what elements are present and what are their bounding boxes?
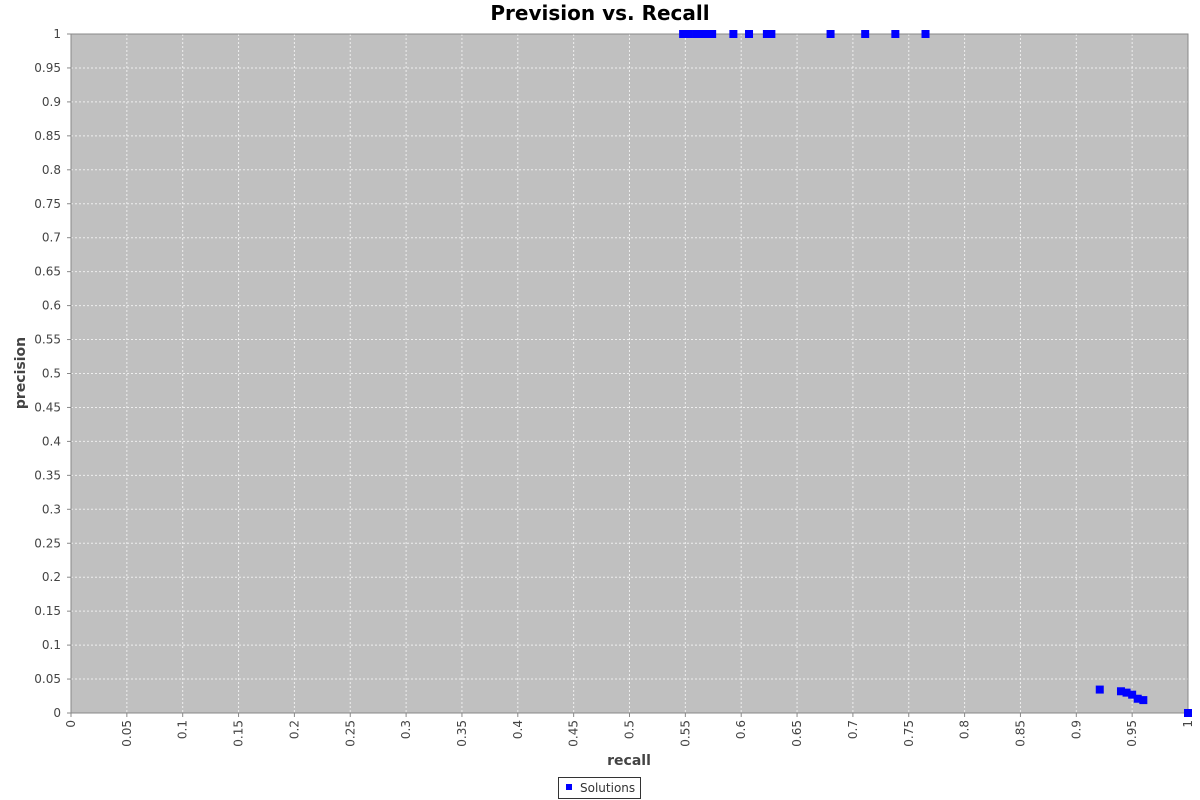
x-tick-label: 0.45 bbox=[567, 720, 581, 747]
y-tick-label: 0.05 bbox=[34, 672, 61, 686]
y-tick-label: 0.7 bbox=[42, 231, 61, 245]
data-point bbox=[1128, 690, 1137, 699]
x-tick-label: 0.05 bbox=[120, 720, 134, 747]
data-point bbox=[826, 30, 835, 38]
x-tick-label: 0 bbox=[64, 720, 78, 728]
data-point bbox=[1095, 685, 1104, 694]
data-point bbox=[1122, 688, 1131, 697]
data-point bbox=[861, 30, 870, 38]
x-tick-label: 0.2 bbox=[287, 720, 301, 739]
data-point bbox=[891, 30, 900, 38]
data-point bbox=[702, 30, 711, 38]
data-point bbox=[729, 30, 738, 38]
y-tick-label: 0.75 bbox=[34, 197, 61, 211]
x-tick-label: 0.35 bbox=[455, 720, 469, 747]
data-point bbox=[921, 30, 930, 38]
legend: Solutions bbox=[558, 777, 641, 799]
data-point bbox=[1184, 709, 1192, 717]
data-point bbox=[1139, 696, 1148, 705]
legend-label: Solutions bbox=[580, 781, 635, 795]
x-tick-label: 0.4 bbox=[511, 720, 525, 739]
y-tick-label: 0.45 bbox=[34, 400, 61, 414]
y-tick-label: 0 bbox=[53, 706, 61, 720]
x-tick-label: 0.55 bbox=[678, 720, 692, 747]
y-tick-label: 0.6 bbox=[42, 299, 61, 313]
y-tick-label: 0.15 bbox=[34, 604, 61, 618]
x-tick-label: 0.6 bbox=[734, 720, 748, 739]
data-point bbox=[684, 30, 693, 38]
legend-box bbox=[558, 777, 641, 799]
y-tick-label: 0.9 bbox=[42, 95, 61, 109]
y-tick-label: 0.4 bbox=[42, 434, 61, 448]
data-point bbox=[692, 30, 701, 38]
x-tick-label: 0.3 bbox=[399, 720, 413, 739]
data-point bbox=[679, 30, 688, 38]
x-tick-label: 1 bbox=[1181, 720, 1195, 728]
x-axis-label: recall bbox=[607, 753, 651, 769]
data-point bbox=[767, 30, 776, 38]
y-axis-label: precision bbox=[13, 337, 29, 409]
y-tick-label: 0.2 bbox=[42, 570, 61, 584]
y-tick-label: 0.8 bbox=[42, 163, 61, 177]
y-tick-label: 0.1 bbox=[42, 638, 61, 652]
x-tick-label: 0.75 bbox=[902, 720, 916, 747]
data-point bbox=[1116, 687, 1125, 696]
tick-layer: 0 0.05 0.1 0.15 0.2 0.25 0.3 0.35 0.4 0.45 0.5 0.55… bbox=[34, 27, 1195, 747]
data-point bbox=[698, 30, 707, 38]
x-tick-label: 0.85 bbox=[1013, 720, 1027, 747]
x-tick-label: 0.8 bbox=[958, 720, 972, 739]
y-tick-label: 1 bbox=[53, 27, 61, 41]
y-tick-label: 0.5 bbox=[42, 367, 61, 381]
x-tick-label: 0.9 bbox=[1069, 720, 1083, 739]
y-tick-label: 0.65 bbox=[34, 265, 61, 279]
y-tick-label: 0.25 bbox=[34, 536, 61, 550]
y-tick-label: 0.3 bbox=[42, 502, 61, 516]
y-tick-label: 0.35 bbox=[34, 468, 61, 482]
x-tick-label: 0.65 bbox=[790, 720, 804, 747]
data-point bbox=[1133, 694, 1142, 703]
y-tick-label: 0.85 bbox=[34, 129, 61, 143]
x-tick-label: 0.95 bbox=[1125, 720, 1139, 747]
data-point bbox=[745, 30, 754, 38]
data-point bbox=[762, 30, 771, 38]
x-tick-label: 0.15 bbox=[232, 720, 246, 747]
grid-layer bbox=[71, 34, 1188, 713]
x-tick-label: 0.7 bbox=[846, 720, 860, 739]
point-layer bbox=[679, 30, 1192, 717]
y-tick-label: 0.95 bbox=[34, 61, 61, 75]
x-tick-label: 0.1 bbox=[176, 720, 190, 739]
data-point bbox=[708, 30, 717, 38]
y-tick-label: 0.55 bbox=[34, 333, 61, 347]
chart-title: Prevision vs. Recall bbox=[490, 1, 709, 25]
x-tick-label: 0.5 bbox=[623, 720, 637, 739]
x-tick-label: 0.25 bbox=[343, 720, 357, 747]
legend-swatch bbox=[566, 784, 572, 790]
